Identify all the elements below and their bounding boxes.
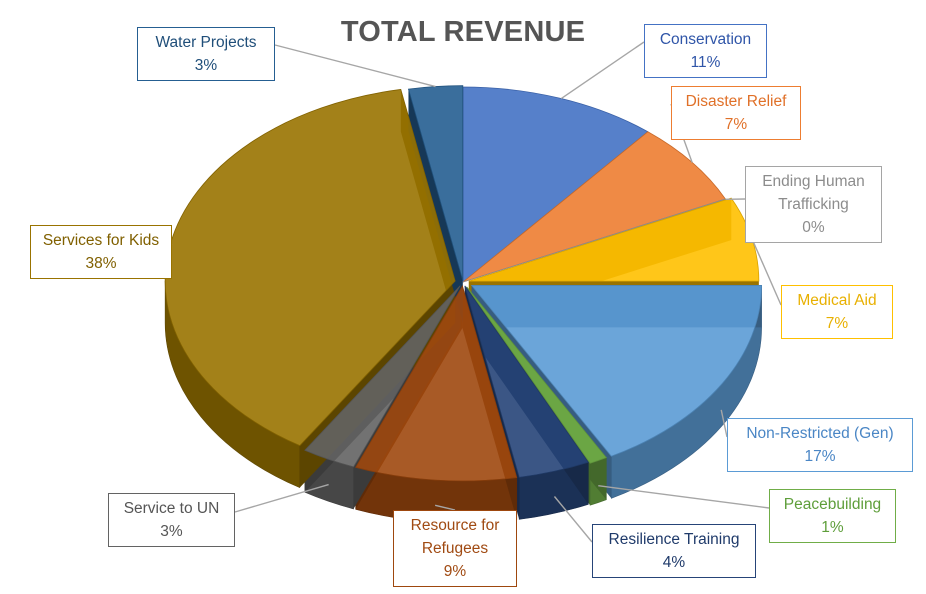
leader-line-conservation [560, 41, 645, 100]
data-label-peacebuilding: Peacebuilding 1% [769, 489, 896, 543]
slice-disaster-relief [462, 131, 727, 283]
slice-non-restricted-gen- [470, 285, 763, 457]
data-label-name: Resource for [410, 517, 500, 534]
data-label-disaster-relief: Disaster Relief 7% [671, 86, 801, 140]
leader-line-water-projects [274, 44, 436, 88]
leader-lines [170, 41, 782, 543]
leader-line-resource-for-refugees [434, 504, 456, 511]
data-label-name: Water Projects [155, 34, 257, 51]
data-label-conservation: Conservation 11% [644, 24, 767, 78]
slice-resource-for-refugees [355, 285, 518, 482]
data-label-name: Non-Restricted (Gen) [746, 425, 894, 442]
data-label-medical-aid: Medical Aid 7% [781, 285, 893, 339]
data-label-ending-human-trafficking: Ending Human Trafficking 0% [745, 166, 882, 243]
slice-resilience-training [464, 285, 589, 478]
data-label-service-to-un: Service to UN 3% [108, 493, 235, 547]
leader-line-peacebuilding [598, 485, 770, 509]
data-label-name: Ending Human [762, 173, 865, 190]
data-label-name: Disaster Relief [685, 93, 787, 110]
data-label-services-for-kids: Services for Kids 38% [30, 225, 172, 279]
data-label-value: 38% [85, 255, 117, 272]
data-label-value: 3% [160, 523, 183, 540]
leader-line-non-restricted-gen- [720, 409, 728, 438]
slice-service-to-un [304, 285, 461, 468]
leader-line-medical-aid [751, 238, 782, 306]
data-label-resource-for-refugees: Resource for Refugees 9% [393, 510, 517, 587]
data-label-value: 17% [804, 448, 836, 465]
slice-peacebuilding [466, 286, 608, 464]
data-label-value: 3% [194, 57, 218, 74]
data-label-name: Refugees [421, 540, 489, 557]
pie-tops [164, 85, 763, 482]
data-label-name: Resilience Training [608, 531, 740, 548]
data-label-name: Conservation [659, 31, 752, 48]
data-label-value: 9% [443, 563, 467, 580]
data-label-value: 7% [724, 116, 748, 133]
data-label-value: 4% [662, 554, 686, 571]
slice-conservation [462, 86, 649, 283]
data-label-value: 0% [802, 219, 825, 236]
data-label-name: Services for Kids [42, 232, 160, 249]
data-label-name: Medical Aid [797, 292, 877, 309]
leader-line-service-to-un [234, 483, 329, 513]
data-label-non-restricted-gen-: Non-Restricted (Gen) 17% [727, 418, 913, 472]
data-label-value: 7% [825, 315, 849, 332]
data-label-water-projects: Water Projects 3% [137, 27, 275, 81]
leader-line-resilience-training [553, 496, 593, 543]
data-label-value: 1% [821, 519, 844, 536]
chart-title: TOTAL REVENUE [340, 16, 586, 48]
data-label-name: Peacebuilding [783, 496, 882, 513]
data-label-resilience-training: Resilience Training 4% [592, 524, 756, 578]
data-label-value: 11% [690, 54, 721, 71]
data-label-name: Trafficking [778, 196, 849, 213]
data-label-name: Service to UN [123, 500, 220, 517]
